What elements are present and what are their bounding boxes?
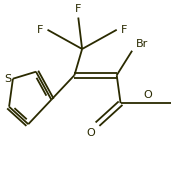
Text: S: S <box>4 74 11 84</box>
Text: Br: Br <box>136 39 148 49</box>
Text: F: F <box>121 25 127 35</box>
Text: O: O <box>87 128 96 138</box>
Text: F: F <box>75 4 82 14</box>
Text: F: F <box>37 25 44 35</box>
Text: O: O <box>143 90 152 100</box>
